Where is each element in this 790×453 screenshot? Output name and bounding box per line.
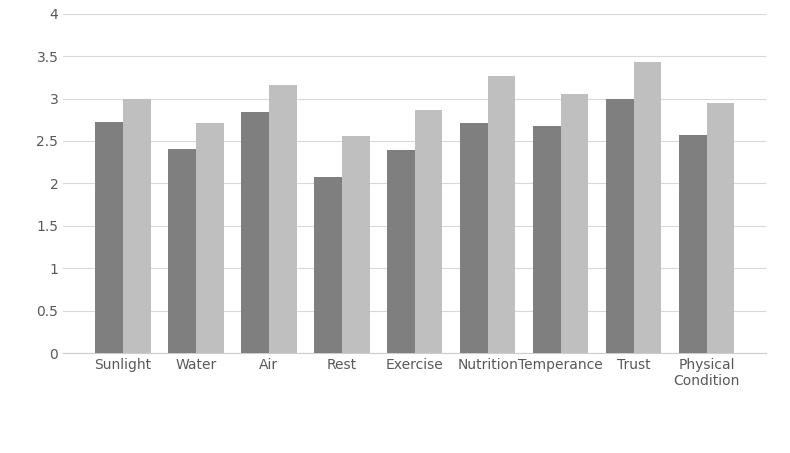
Bar xyxy=(706,103,735,353)
Bar xyxy=(679,135,706,353)
Bar xyxy=(561,94,589,353)
Bar xyxy=(95,122,123,353)
Bar xyxy=(241,112,269,353)
Bar xyxy=(634,62,661,353)
Bar xyxy=(387,150,415,353)
Bar xyxy=(168,149,196,353)
Bar xyxy=(487,76,515,353)
Bar xyxy=(533,125,561,353)
Bar xyxy=(123,99,151,353)
Bar xyxy=(342,136,370,353)
Bar xyxy=(314,177,342,353)
Bar xyxy=(460,123,487,353)
Bar xyxy=(606,99,634,353)
Bar xyxy=(415,111,442,353)
Bar xyxy=(196,123,224,353)
Bar xyxy=(269,85,296,353)
